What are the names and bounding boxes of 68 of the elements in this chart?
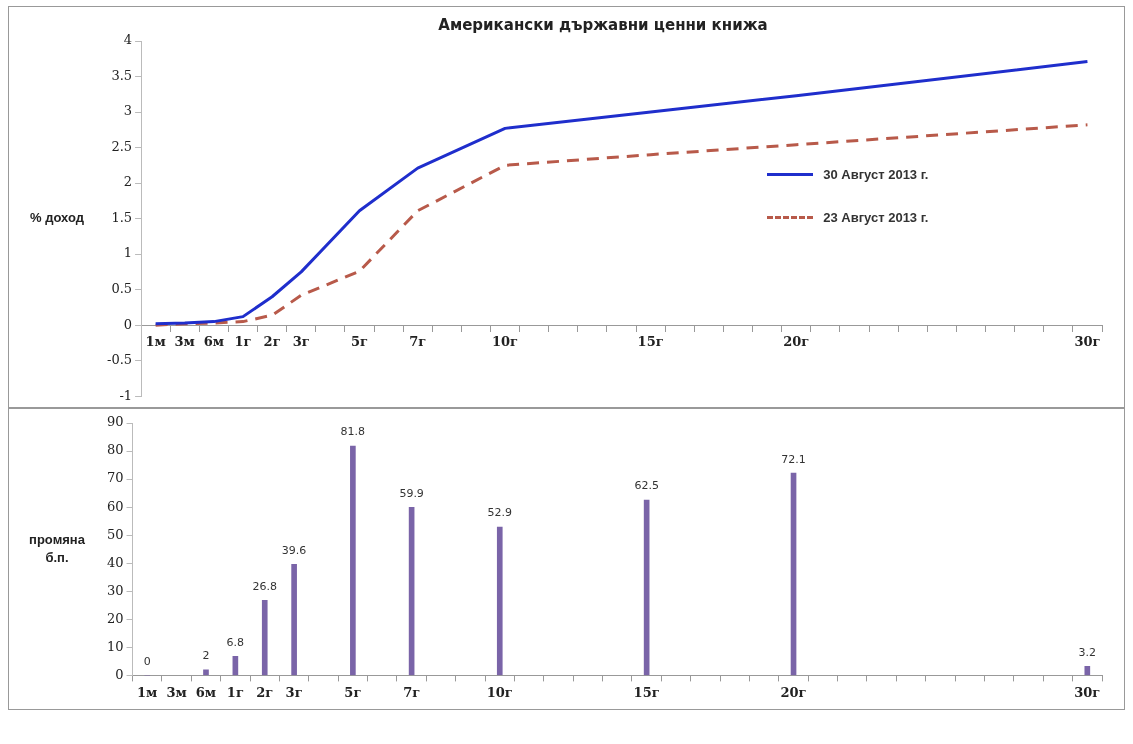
x-tick-label: 3м — [166, 684, 187, 700]
legend-label: 30 Август 2013 г. — [823, 167, 929, 182]
y-axis-title: промяна б.п. — [29, 531, 86, 565]
x-tick-label: 2г — [256, 684, 274, 700]
data-label: 39.6 — [281, 543, 307, 557]
legend-label: 23 Август 2013 г. — [823, 210, 929, 225]
x-tick-label: 1м — [137, 684, 158, 700]
chart-title: Американски държавни ценни книжа — [438, 15, 768, 34]
y-tick-label: 90 — [107, 414, 124, 430]
y-tick-label: 50 — [107, 526, 124, 542]
y-tick-label: 40 — [107, 554, 124, 570]
data-label: 0 — [143, 654, 151, 668]
y-tick-label: -0.5 — [106, 352, 133, 368]
x-tick-label: 6м — [195, 684, 217, 700]
data-label: 6.8 — [226, 635, 245, 649]
bar — [496, 526, 503, 676]
data-label: 59.9 — [399, 486, 424, 500]
x-tick-label: 5г — [350, 334, 368, 350]
y-tick-label: 2.5 — [111, 138, 133, 154]
y-tick-label: 80 — [107, 442, 124, 458]
x-tick-label: 7г — [409, 334, 427, 350]
x-tick-label: 7г — [403, 684, 421, 700]
y-tick-label: 10 — [107, 638, 124, 654]
y-tick-label: -1 — [119, 387, 133, 403]
y-tick-label: 60 — [107, 498, 124, 514]
bar — [350, 445, 356, 676]
x-tick-label: 30г — [1074, 334, 1101, 350]
y-tick-label: 1.5 — [111, 209, 133, 225]
y-axis-title: % доход — [30, 210, 85, 226]
x-tick-label: 10г — [486, 684, 513, 700]
x-tick-label: 20г — [783, 334, 810, 350]
y-tick-label: 0 — [115, 666, 124, 682]
bar — [291, 564, 297, 676]
data-label: 72.1 — [781, 452, 806, 466]
x-tick-label: 1г — [234, 334, 252, 350]
y-tick-label: 1 — [123, 245, 133, 261]
x-tick-label: 2г — [263, 334, 281, 350]
data-label: 3.2 — [1078, 645, 1097, 659]
x-tick-label: 1м — [145, 334, 166, 350]
data-label: 52.9 — [487, 506, 513, 520]
y-tick-label: 2 — [123, 174, 133, 190]
bar — [1084, 666, 1091, 676]
bar — [203, 669, 209, 676]
y-tick-label: 20 — [107, 610, 124, 626]
x-tick-label: 15г — [633, 684, 660, 700]
x-tick-label: 5г — [344, 684, 362, 700]
bar — [261, 599, 268, 676]
x-tick-label: 3г — [285, 684, 303, 700]
y-tick-label: 70 — [107, 470, 124, 486]
y-tick-label: 3 — [123, 103, 133, 119]
y-tick-label: 0 — [123, 316, 133, 332]
y-tick-label: 4 — [123, 32, 133, 48]
x-tick-label: 10г — [492, 334, 519, 350]
y-tick-label: 30 — [107, 582, 124, 598]
data-label: 2 — [202, 649, 210, 663]
x-tick-label: 3г — [292, 334, 310, 350]
data-label: 62.5 — [634, 479, 659, 493]
x-tick-label: 6м — [203, 334, 225, 350]
data-label: 81.8 — [340, 425, 366, 439]
x-tick-label: 15г — [637, 334, 664, 350]
x-tick-label: 3м — [174, 334, 195, 350]
y-tick-label: 3.5 — [111, 67, 133, 83]
x-tick-label: 1г — [226, 684, 244, 700]
y-tick-label: 0.5 — [111, 281, 133, 297]
x-tick-label: 30г — [1074, 684, 1101, 700]
data-label: 26.8 — [252, 579, 277, 593]
x-tick-label: 20г — [780, 684, 807, 700]
line-series — [154, 123, 1089, 327]
